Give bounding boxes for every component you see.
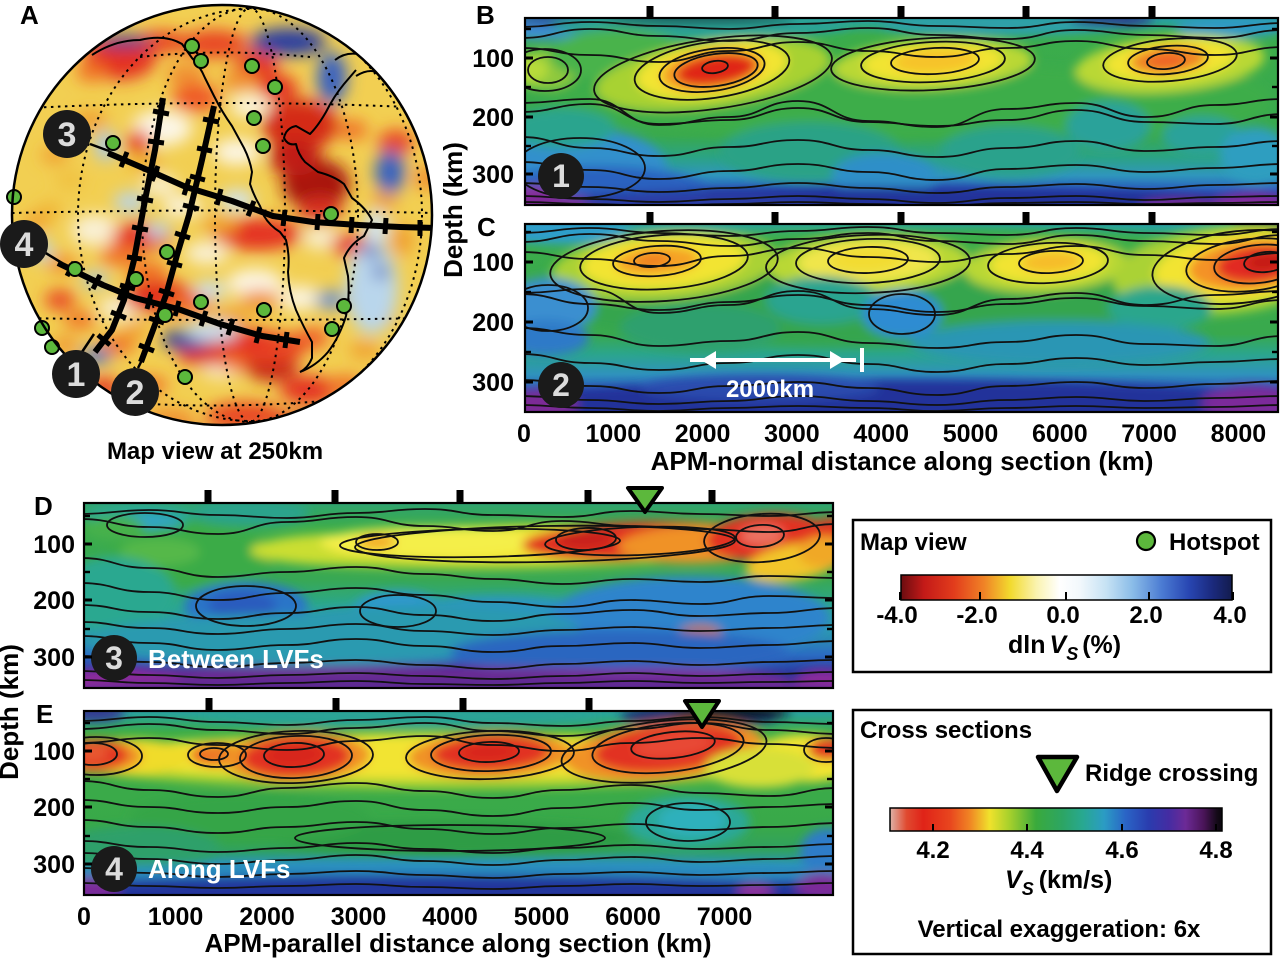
svg-text:300: 300 — [472, 161, 514, 189]
svg-text:Depth (km): Depth (km) — [438, 142, 468, 278]
svg-text:E: E — [36, 699, 53, 729]
svg-text:4.6: 4.6 — [1105, 837, 1138, 864]
svg-text:B: B — [476, 0, 495, 30]
svg-text:300: 300 — [33, 644, 75, 672]
svg-text:4: 4 — [105, 851, 123, 887]
svg-text:8000: 8000 — [1211, 420, 1267, 448]
svg-text:5000: 5000 — [514, 903, 570, 931]
svg-text:D: D — [34, 491, 53, 521]
svg-text:4000: 4000 — [853, 420, 909, 448]
svg-text:200: 200 — [472, 309, 514, 337]
svg-text:0.0: 0.0 — [1046, 602, 1079, 629]
svg-text:2000: 2000 — [675, 420, 731, 448]
svg-text:VS(km/s): VS (km/s) — [1005, 866, 1112, 899]
svg-text:1: 1 — [67, 356, 86, 394]
svg-text:Depth (km): Depth (km) — [0, 644, 24, 780]
svg-text:C: C — [477, 212, 496, 242]
svg-text:100: 100 — [33, 738, 75, 766]
svg-text:200: 200 — [33, 794, 75, 822]
svg-text:2: 2 — [552, 367, 570, 403]
svg-text:1: 1 — [552, 158, 570, 194]
svg-text:Hotspot: Hotspot — [1169, 529, 1260, 556]
svg-text:2: 2 — [126, 374, 145, 412]
svg-text:300: 300 — [33, 851, 75, 879]
svg-text:Ridge crossing: Ridge crossing — [1085, 760, 1258, 787]
svg-text:-2.0: -2.0 — [956, 602, 997, 629]
svg-text:Along LVFs: Along LVFs — [148, 854, 291, 884]
svg-text:Between LVFs: Between LVFs — [148, 644, 324, 674]
svg-text:A: A — [20, 0, 39, 30]
svg-text:Vertical exaggeration: 6x: Vertical exaggeration: 6x — [918, 916, 1201, 943]
svg-text:2.0: 2.0 — [1129, 602, 1162, 629]
svg-text:APM-parallel distance along se: APM-parallel distance along section (km) — [204, 928, 711, 958]
svg-text:APM-normal distance along sect: APM-normal distance along section (km) — [651, 446, 1154, 476]
svg-text:Map view: Map view — [860, 529, 967, 556]
svg-text:7000: 7000 — [697, 903, 753, 931]
svg-text:3: 3 — [58, 116, 77, 154]
svg-text:100: 100 — [472, 249, 514, 277]
svg-text:4.4: 4.4 — [1010, 837, 1044, 864]
svg-text:6000: 6000 — [1032, 420, 1088, 448]
svg-text:4: 4 — [15, 226, 34, 264]
svg-text:5000: 5000 — [943, 420, 999, 448]
svg-text:2000: 2000 — [239, 903, 295, 931]
svg-text:0: 0 — [77, 903, 91, 931]
svg-text:2000km: 2000km — [726, 376, 814, 403]
svg-text:3: 3 — [105, 640, 123, 676]
svg-text:3000: 3000 — [331, 903, 387, 931]
svg-text:200: 200 — [33, 587, 75, 615]
svg-text:Cross sections: Cross sections — [860, 717, 1032, 744]
svg-text:Map view at 250km: Map view at 250km — [107, 438, 323, 465]
svg-text:1000: 1000 — [148, 903, 204, 931]
svg-text:200: 200 — [472, 104, 514, 132]
svg-text:1000: 1000 — [585, 420, 641, 448]
svg-text:6000: 6000 — [605, 903, 661, 931]
svg-text:3000: 3000 — [764, 420, 820, 448]
svg-text:100: 100 — [33, 531, 75, 559]
svg-text:7000: 7000 — [1121, 420, 1177, 448]
svg-text:300: 300 — [472, 369, 514, 397]
svg-text:0: 0 — [517, 420, 531, 448]
svg-text:4.2: 4.2 — [916, 837, 949, 864]
svg-text:4.0: 4.0 — [1213, 602, 1246, 629]
svg-text:-4.0: -4.0 — [876, 602, 917, 629]
svg-text:4.8: 4.8 — [1199, 837, 1232, 864]
svg-text:100: 100 — [472, 45, 514, 73]
svg-text:4000: 4000 — [422, 903, 478, 931]
